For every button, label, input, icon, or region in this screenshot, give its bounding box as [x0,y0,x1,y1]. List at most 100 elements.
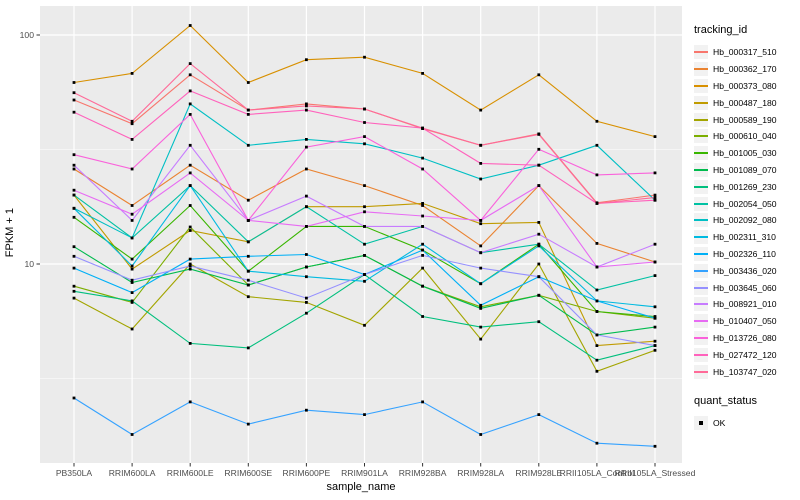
data-point [363,135,366,138]
y-tick-label: 10 [24,259,34,269]
data-point [246,254,250,258]
data-point [246,108,250,112]
legend-key [694,62,708,77]
line-swatch-icon [694,135,708,138]
data-point [653,444,657,448]
legend-key [694,230,708,245]
data-point [246,198,250,202]
data-point [130,278,134,282]
data-point [72,206,76,210]
data-point [363,55,366,59]
legend-entry-label: Hb_003645_060 [713,282,777,293]
legend-key [694,263,708,278]
data-point [363,413,366,416]
legend-key [694,246,708,261]
data-point [130,301,134,304]
legend-entry-Hb_003645_060: Hb_003645_060 [694,279,798,296]
legend-entry-label: Hb_000373_080 [713,80,777,91]
data-point [595,202,599,205]
legend-color-title: tracking_id [694,24,748,36]
line-swatch-icon [694,269,708,272]
data-point [188,113,192,116]
x-tick-label: RRII105LA_Control [560,468,635,478]
legend-entry-Hb_000487_180: Hb_000487_180 [694,94,798,111]
legend-entries: Hb_000317_510 Hb_000362_170 Hb_000373_080 H… [694,44,798,380]
data-point [72,167,76,171]
data-point [537,293,541,297]
line-swatch-icon [694,353,708,356]
legend-key [694,78,708,93]
data-point [305,194,308,198]
data-point [653,316,657,320]
legend-entry-Hb_000589_190: Hb_000589_190 [694,111,798,128]
legend-key [694,95,708,110]
legend-entry-Hb_002311_310: Hb_002311_310 [694,229,798,246]
legend-key [694,179,708,194]
data-point [537,320,541,324]
data-point [421,202,424,205]
data-point [653,348,657,352]
data-point [595,310,599,313]
data-point [72,193,76,197]
data-point [246,113,250,116]
y-axis-title: FPKM + 1 [4,208,16,258]
data-point [537,244,541,248]
x-tick-label: RRIM901LA [341,468,388,478]
legend-key [694,280,708,295]
data-point [72,81,76,84]
data-point [246,278,250,282]
data-point [537,73,541,77]
data-point [188,184,192,187]
data-point [479,325,483,329]
data-point [653,325,657,329]
data-point [421,315,424,318]
x-tick-labels: PB350LA RRIM600LA RRIM600LE RRIM600SE RRIM60… [56,468,696,478]
line-swatch-icon [694,68,708,71]
line-swatch-icon [694,152,708,155]
data-point [421,266,424,270]
data-point [130,264,134,268]
data-point [188,229,192,232]
data-point [653,242,657,246]
data-point [130,291,134,294]
data-point [537,184,541,187]
x-tick-label: RRIM600LA [109,468,156,478]
data-point [188,204,192,207]
data-point [363,205,366,209]
data-point [246,143,250,147]
legend-entry-Hb_103747_020: Hb_103747_020 [694,363,798,380]
data-points [72,24,657,448]
legend-entry-Hb_000317_510: Hb_000317_510 [694,44,798,61]
square-marker-icon [699,421,703,426]
data-point [305,145,308,149]
data-point [479,162,483,165]
data-point [305,275,308,279]
data-point [653,193,657,197]
legend-entry-label: Hb_002326_110 [713,248,776,259]
line-swatch-icon [694,252,708,255]
data-point [653,339,657,343]
data-point [305,265,308,269]
y-tick-label: 100 [20,30,35,40]
data-point [246,283,250,287]
legend-key [694,297,708,312]
data-point [72,284,76,288]
data-point [188,225,192,229]
legend-key [694,213,708,228]
data-point [363,107,366,111]
data-point [188,163,192,167]
data-point [479,244,483,248]
legend-entry-label: Hb_000362_170 [713,64,777,75]
data-point [363,210,366,214]
data-point [188,62,192,65]
data-point [653,305,657,309]
data-point [130,167,134,171]
legend-entry-label: Hb_002054_050 [713,198,777,209]
data-point [305,102,308,106]
line-swatch-icon [694,84,708,87]
legend-entry-Hb_001269_230: Hb_001269_230 [694,178,798,195]
data-point [421,254,424,257]
data-point [653,135,657,138]
data-point [305,104,308,108]
data-point [479,177,483,181]
